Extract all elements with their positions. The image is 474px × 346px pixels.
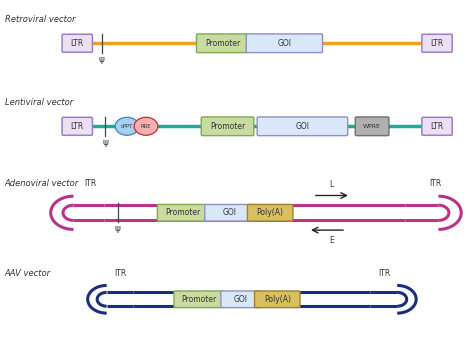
Ellipse shape — [134, 117, 158, 135]
Text: ITR: ITR — [378, 269, 390, 278]
Text: GOI: GOI — [277, 39, 292, 48]
Text: ITR: ITR — [84, 179, 96, 188]
Text: AAV vector: AAV vector — [5, 269, 51, 278]
Text: WPRE: WPRE — [363, 124, 381, 129]
Text: GOI: GOI — [295, 122, 310, 131]
Text: LTR: LTR — [71, 122, 84, 131]
FancyBboxPatch shape — [422, 117, 452, 135]
Text: ψ: ψ — [99, 55, 105, 64]
FancyBboxPatch shape — [255, 291, 300, 308]
Text: Retroviral vector: Retroviral vector — [5, 15, 75, 24]
Text: Poly(A): Poly(A) — [264, 295, 291, 304]
Text: Promoter: Promoter — [182, 295, 217, 304]
FancyBboxPatch shape — [196, 34, 249, 53]
FancyBboxPatch shape — [221, 291, 261, 308]
FancyBboxPatch shape — [247, 204, 293, 221]
FancyBboxPatch shape — [157, 204, 208, 221]
Text: ψ: ψ — [115, 224, 120, 233]
FancyBboxPatch shape — [356, 117, 389, 136]
Text: ITR: ITR — [114, 269, 126, 278]
Ellipse shape — [115, 117, 139, 135]
Text: Promoter: Promoter — [205, 39, 240, 48]
Text: E: E — [329, 236, 334, 245]
Text: cPPT: cPPT — [121, 124, 133, 129]
Text: Promoter: Promoter — [210, 122, 245, 131]
Text: Poly(A): Poly(A) — [257, 208, 283, 217]
FancyBboxPatch shape — [62, 117, 92, 135]
Text: GOI: GOI — [234, 295, 248, 304]
Text: RRE: RRE — [141, 124, 151, 129]
FancyBboxPatch shape — [201, 117, 254, 136]
FancyBboxPatch shape — [422, 34, 452, 52]
Text: Promoter: Promoter — [165, 208, 200, 217]
FancyBboxPatch shape — [205, 204, 255, 221]
Text: L: L — [330, 180, 334, 189]
FancyBboxPatch shape — [174, 291, 224, 308]
FancyBboxPatch shape — [246, 34, 322, 53]
FancyBboxPatch shape — [62, 34, 92, 52]
Text: LTR: LTR — [430, 122, 444, 131]
Text: LTR: LTR — [71, 39, 84, 48]
Text: LTR: LTR — [430, 39, 444, 48]
Text: Adenoviral vector: Adenoviral vector — [5, 179, 79, 188]
Text: Lentiviral vector: Lentiviral vector — [5, 98, 73, 107]
FancyBboxPatch shape — [257, 117, 348, 136]
Text: GOI: GOI — [223, 208, 237, 217]
Text: ψ: ψ — [102, 138, 108, 147]
Text: ITR: ITR — [429, 179, 441, 188]
